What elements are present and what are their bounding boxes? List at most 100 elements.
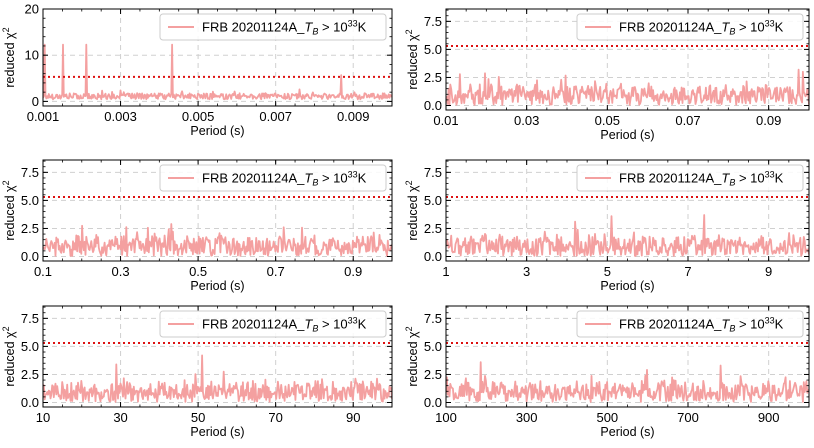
legend-box — [576, 310, 804, 338]
legend-exp: 33 — [348, 170, 358, 180]
legend-t: T — [304, 20, 313, 35]
legend-unit: K — [775, 20, 784, 35]
x-tick-label: 3 — [523, 264, 530, 279]
x-axis-label: Period (s) — [600, 279, 654, 293]
legend-label: FRB 20201124A_TB > 1033K — [619, 19, 784, 37]
x-tick-label: 9 — [765, 264, 772, 279]
x-tick-label: 7 — [684, 264, 691, 279]
series-line — [446, 68, 809, 106]
legend-label: FRB 20201124A_TB > 1033K — [619, 316, 784, 334]
y-axis-label: reduced χ2 — [404, 180, 420, 240]
legend-unit: K — [775, 171, 784, 186]
panel-1: 0.001 0.003 0.005 0.007 0.009 0 10 20 Period (s)… — [1, 2, 393, 138]
x-tick-label: 0.003 — [104, 109, 137, 124]
legend-t: T — [721, 171, 730, 186]
x-axis-label: Period (s) — [190, 124, 244, 138]
legend-b: B — [312, 324, 318, 334]
legend-t: T — [721, 317, 730, 332]
legend-gt: > 10 — [735, 20, 764, 35]
x-tick-label: 0.3 — [112, 264, 130, 279]
legend-gt: > 10 — [318, 317, 347, 332]
legend-prefix: FRB 20201124A_ — [619, 171, 722, 186]
x-axis-label: Period (s) — [600, 425, 654, 439]
y-axis-label: reduced χ2 — [1, 180, 17, 240]
y-axis-label: reduced χ2 — [404, 29, 420, 89]
y-axis-label: reduced χ2 — [404, 326, 420, 386]
panel-3: 0.1 0.3 0.5 0.7 0.9 0.0 2.5 5.0 7.5 Period (s) red… — [1, 159, 393, 293]
series-line — [446, 361, 809, 403]
legend-box — [159, 13, 387, 41]
x-axis-label: Period (s) — [190, 279, 244, 293]
panel-4: 1 3 5 7 9 0.0 2.5 5.0 7.5 Period (s) reduced χ2 FRB… — [404, 159, 810, 293]
y-axis-label-text: reduced χ — [3, 331, 17, 387]
y-tick-label: 2.5 — [424, 70, 442, 85]
legend-prefix: FRB 20201124A_ — [202, 171, 305, 186]
series-line — [43, 223, 392, 257]
x-tick-label: 0.03 — [514, 113, 539, 128]
legend-exp: 33 — [765, 19, 775, 29]
y-axis-label-sup: 2 — [1, 27, 11, 32]
legend-t: T — [721, 20, 730, 35]
x-tick-label: 300 — [516, 410, 538, 425]
legend-label: FRB 20201124A_TB > 1033K — [202, 170, 367, 188]
y-axis-label-sup: 2 — [404, 180, 414, 185]
y-tick-label: 10 — [25, 48, 39, 63]
x-tick-label: 50 — [191, 410, 205, 425]
y-axis-label-text: reduced χ — [406, 185, 420, 241]
y-tick-label: 7.5 — [21, 165, 39, 180]
x-tick-label: 5 — [604, 264, 611, 279]
x-axis-label: Period (s) — [600, 128, 654, 142]
legend-b: B — [729, 178, 735, 188]
x-tick-label: 500 — [596, 410, 618, 425]
legend-b: B — [312, 27, 318, 37]
x-tick-label: 0.5 — [189, 264, 207, 279]
x-tick-label: 0.01 — [433, 113, 458, 128]
y-tick-label: 5.0 — [424, 42, 442, 57]
legend-exp: 33 — [348, 19, 358, 29]
x-tick-label: 30 — [113, 410, 127, 425]
legend-exp: 33 — [765, 316, 775, 326]
y-tick-label: 5.0 — [424, 339, 442, 354]
x-tick-label: 1 — [442, 264, 449, 279]
y-tick-label: 0 — [32, 94, 39, 109]
x-tick-label: 0.005 — [182, 109, 215, 124]
y-axis-label-text: reduced χ — [406, 331, 420, 387]
legend-t: T — [304, 171, 313, 186]
legend-label: FRB 20201124A_TB > 1033K — [202, 316, 367, 334]
y-tick-label: 7.5 — [21, 311, 39, 326]
x-axis-label: Period (s) — [190, 425, 244, 439]
legend-unit: K — [358, 20, 367, 35]
series-line — [446, 214, 809, 257]
y-axis-label: reduced χ2 — [1, 326, 17, 386]
legend-unit: K — [775, 317, 784, 332]
legend-b: B — [312, 178, 318, 188]
y-tick-label: 2.5 — [424, 221, 442, 236]
x-tick-label: 70 — [268, 410, 282, 425]
legend-b: B — [729, 324, 735, 334]
legend-b: B — [729, 27, 735, 37]
legend-prefix: FRB 20201124A_ — [202, 20, 305, 35]
legend-gt: > 10 — [318, 171, 347, 186]
legend-exp: 33 — [765, 170, 775, 180]
x-tick-label: 0.007 — [259, 109, 292, 124]
y-axis-label-sup: 2 — [1, 180, 11, 185]
series-line — [43, 354, 392, 403]
y-tick-label: 7.5 — [424, 311, 442, 326]
y-tick-label: 20 — [25, 2, 39, 17]
x-tick-label: 100 — [435, 410, 457, 425]
legend-box — [576, 164, 804, 192]
x-tick-label: 0.009 — [337, 109, 370, 124]
y-axis-label-text: reduced χ — [3, 32, 17, 88]
panel-5: 10 30 50 70 90 0.0 2.5 5.0 7.5 Period (s) reduced … — [1, 305, 393, 439]
x-tick-label: 900 — [758, 410, 780, 425]
y-axis-label-text: reduced χ — [406, 34, 420, 90]
y-tick-label: 5.0 — [21, 193, 39, 208]
y-tick-label: 0.0 — [21, 249, 39, 264]
y-tick-label: 2.5 — [424, 367, 442, 382]
panel-6: 100 300 500 700 900 0.0 2.5 5.0 7.5 Period (s) red… — [404, 305, 810, 439]
legend-gt: > 10 — [735, 171, 764, 186]
x-tick-label: 0.001 — [27, 109, 60, 124]
legend-prefix: FRB 20201124A_ — [619, 317, 722, 332]
x-tick-label: 0.7 — [267, 264, 285, 279]
